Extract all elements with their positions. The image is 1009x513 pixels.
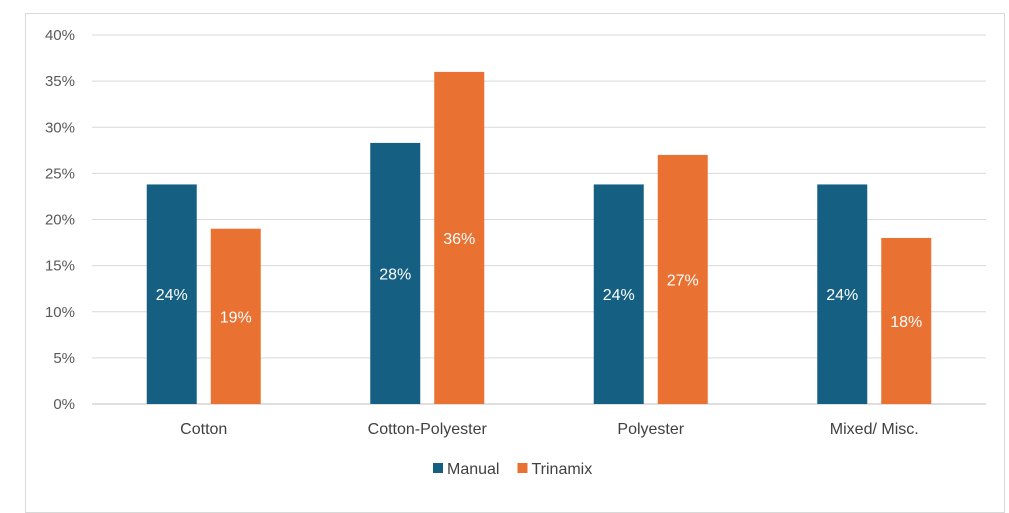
y-tick-label: 5% xyxy=(53,350,75,367)
bar-trinamix xyxy=(210,228,261,404)
y-tick-label: 30% xyxy=(45,119,75,136)
data-label: 24% xyxy=(156,287,188,304)
data-label: 36% xyxy=(443,231,475,248)
x-tick-label: Polyester xyxy=(617,421,684,438)
bar-trinamix xyxy=(881,237,932,404)
bar-manual xyxy=(146,184,197,404)
bar-trinamix xyxy=(657,154,708,404)
bar-manual xyxy=(817,184,868,404)
bar-chart: 0% 5% 10% 15% 20% 25% 30% 35% 40% 24% 19% Cotton 28%… xyxy=(45,27,986,478)
data-label: 18% xyxy=(890,314,922,331)
y-tick-label: 25% xyxy=(45,165,75,182)
x-tick-label: Cotton xyxy=(180,421,227,438)
y-tick-label: 10% xyxy=(45,304,75,321)
bar-manual xyxy=(593,184,644,404)
x-tick-label: Cotton-Polyester xyxy=(368,421,488,438)
legend-swatch-trinamix xyxy=(517,463,528,473)
legend-label: Trinamix xyxy=(531,461,592,478)
x-tick-label: Mixed/ Misc. xyxy=(830,421,919,438)
y-tick-label: 20% xyxy=(45,212,75,229)
data-label: 28% xyxy=(379,266,411,283)
data-label: 19% xyxy=(220,309,252,326)
bar-manual xyxy=(370,142,421,404)
data-label: 24% xyxy=(603,287,635,304)
data-label: 27% xyxy=(667,272,699,289)
bar-trinamix xyxy=(434,71,485,405)
data-label: 24% xyxy=(826,287,858,304)
legend-swatch-manual xyxy=(433,463,443,473)
legend-label: Manual xyxy=(447,461,499,478)
y-tick-label: 15% xyxy=(45,258,75,275)
y-tick-label: 35% xyxy=(45,73,75,90)
y-tick-label: 0% xyxy=(53,396,75,413)
y-tick-label: 40% xyxy=(45,27,75,44)
